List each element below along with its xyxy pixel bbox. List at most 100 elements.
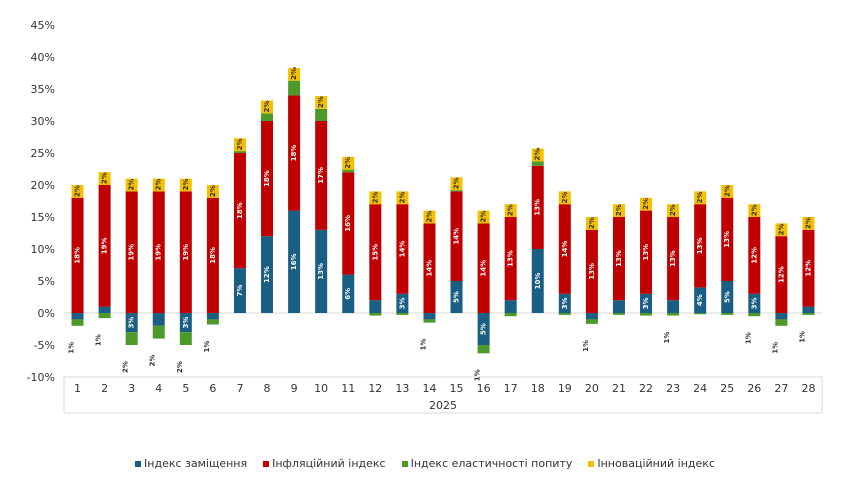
bar-segment xyxy=(450,281,463,313)
legend-label-replacement: Індекс заміщення xyxy=(144,457,248,470)
bar-segment xyxy=(558,191,571,205)
y-tick-label: 10% xyxy=(31,243,55,256)
bar-segment xyxy=(342,156,355,170)
data-label: 12% xyxy=(263,266,271,283)
bar-segment xyxy=(721,185,734,198)
bar-segment xyxy=(288,80,301,96)
bar-segment xyxy=(396,293,409,313)
data-label: 13% xyxy=(534,199,542,216)
x-tick-label: 1 xyxy=(74,382,81,395)
data-label: 19% xyxy=(155,244,163,261)
legend-item-replacement[interactable]: Індекс заміщення xyxy=(135,457,247,470)
bar-segment xyxy=(694,287,707,313)
bar-segment xyxy=(179,332,192,345)
legend-item-elasticity[interactable]: Індекс еластичності попиту xyxy=(401,457,572,470)
data-label: 12% xyxy=(804,260,812,277)
bar-segment xyxy=(477,345,490,354)
data-label: 3% xyxy=(398,297,406,309)
data-label: 2% xyxy=(507,204,515,216)
data-label: 19% xyxy=(128,244,136,261)
data-label: 2% xyxy=(155,179,163,191)
bar-segment xyxy=(531,148,544,162)
data-label: 2% xyxy=(750,204,758,216)
data-label: 14% xyxy=(425,260,433,277)
bar-segment xyxy=(261,236,274,313)
bar-segment xyxy=(179,178,192,192)
data-label: 2% xyxy=(317,96,325,108)
x-tick-label: 4 xyxy=(155,382,162,395)
bar-segment xyxy=(775,223,788,237)
y-tick-label: 25% xyxy=(31,147,55,160)
bar-segment xyxy=(98,172,111,185)
data-label: 2% xyxy=(669,204,677,216)
bar-segment xyxy=(206,313,219,320)
y-tick-label: 20% xyxy=(31,179,55,192)
data-label: 13% xyxy=(588,263,596,280)
bar-segment xyxy=(694,313,707,315)
data-label: 1% xyxy=(68,342,76,354)
y-tick-label: -10% xyxy=(27,371,55,384)
bar-segment xyxy=(775,319,788,326)
bar-segment xyxy=(802,229,815,307)
legend-item-innovation[interactable]: Інноваційний індекс xyxy=(588,457,715,470)
data-label: 2% xyxy=(263,101,271,113)
bar-segment xyxy=(315,108,328,121)
bar-segment xyxy=(423,223,436,313)
x-tick-label: 13 xyxy=(395,382,409,395)
bar-segment xyxy=(558,313,571,315)
data-label: 2% xyxy=(74,185,82,197)
x-tick-label: 22 xyxy=(639,382,653,395)
data-label: 2% xyxy=(149,350,157,362)
data-label: 4% xyxy=(696,294,704,306)
bar-segment xyxy=(315,229,328,313)
data-label: 2% xyxy=(182,179,190,191)
data-label: 1% xyxy=(203,341,211,353)
data-label: 2% xyxy=(101,172,109,184)
stacked-bar-chart: -10%-5%0%5%10%15%20%25%30%35%40%45%1 2 3 4 5… xyxy=(27,19,823,414)
bar-segment xyxy=(585,319,598,324)
data-label: 19% xyxy=(101,237,109,254)
data-label: 2% xyxy=(290,68,298,80)
bar-segment xyxy=(233,153,246,269)
data-label: 2% xyxy=(176,361,184,373)
data-label: 2% xyxy=(453,177,461,189)
bar-segment xyxy=(504,217,517,301)
bar-segment xyxy=(315,96,328,109)
bar-segment xyxy=(315,121,328,230)
bar-segment xyxy=(802,313,815,315)
bar-segment xyxy=(612,204,625,217)
bar-segment xyxy=(369,313,382,316)
bar-segment xyxy=(98,185,111,307)
bar-segment xyxy=(125,313,138,333)
x-tick-label: 26 xyxy=(747,382,761,395)
x-tick-label: 15 xyxy=(450,382,464,395)
data-label: 16% xyxy=(290,253,298,270)
bar-segment xyxy=(748,217,761,294)
data-label: 1% xyxy=(582,340,590,352)
data-label: 2% xyxy=(561,191,569,203)
bar-segment xyxy=(152,325,165,339)
data-label: 2% xyxy=(344,157,352,169)
data-label: 18% xyxy=(263,170,271,187)
bar-segment xyxy=(233,138,246,152)
legend-item-inflation[interactable]: Інфляційний індекс xyxy=(263,457,386,470)
bar-segment xyxy=(125,178,138,192)
bar-segment xyxy=(640,313,653,316)
data-label: 1% xyxy=(663,332,671,344)
bar-segment xyxy=(369,204,382,301)
bar-segment xyxy=(179,191,192,313)
bar-segment xyxy=(775,236,788,313)
bar-segment xyxy=(477,210,490,224)
bar-segment xyxy=(748,313,761,317)
x-tick-label: 20 xyxy=(585,382,599,395)
x-tick-label: 28 xyxy=(801,382,815,395)
x-tick-label: 2 xyxy=(101,382,108,395)
data-label: 1% xyxy=(95,334,103,346)
bar-segment xyxy=(612,217,625,301)
bar-segment xyxy=(531,165,544,249)
data-label: 2% xyxy=(122,361,130,373)
data-label: 1% xyxy=(582,343,590,355)
bar-segment xyxy=(748,204,761,217)
data-label: 2% xyxy=(480,211,488,223)
data-label: 6% xyxy=(344,288,352,300)
